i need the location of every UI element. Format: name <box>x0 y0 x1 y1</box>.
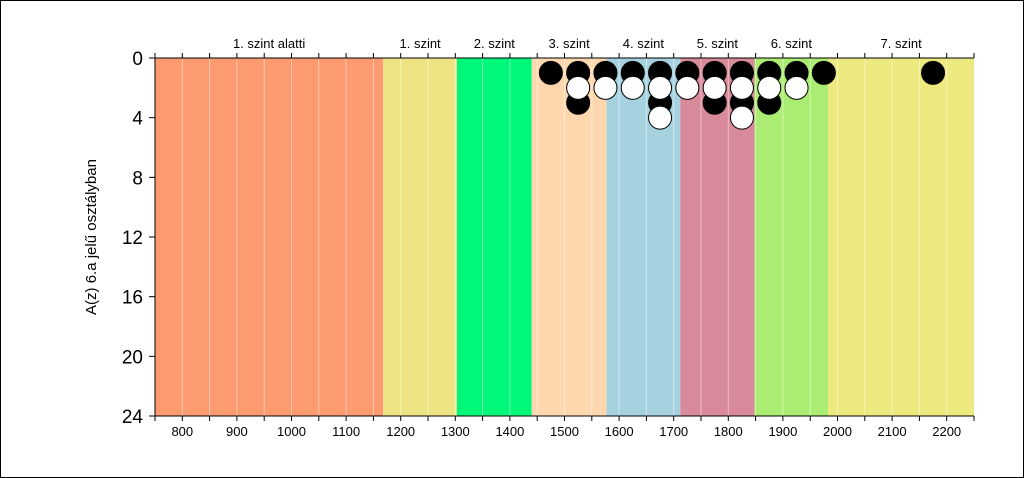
level-band <box>456 58 532 416</box>
y-tick-label: 8 <box>132 168 143 189</box>
data-point <box>729 75 754 100</box>
data-point <box>648 105 673 130</box>
data-point <box>702 75 727 100</box>
data-point <box>593 75 618 100</box>
x-tick-label: 1800 <box>714 424 743 439</box>
x-tick-label: 2000 <box>823 424 852 439</box>
level-label: 1. szint alatti <box>233 36 305 51</box>
x-tick-label: 1600 <box>605 424 634 439</box>
level-label: 5. szint <box>697 36 739 51</box>
labels: 800 900 1000 1100 1200 1300 1400 1500 1600 1700 18… <box>83 36 961 439</box>
y-tick-label: 12 <box>122 228 143 249</box>
level-bands <box>155 58 974 416</box>
x-tick-label: 1400 <box>495 424 524 439</box>
y-axis-label: A(z) 6.a jelű osztályban <box>83 159 100 315</box>
x-tick-label: 1300 <box>441 424 470 439</box>
data-point <box>811 60 836 85</box>
data-points <box>538 60 946 130</box>
level-label: 2. szint <box>474 36 516 51</box>
y-tick-label: 24 <box>122 407 144 428</box>
level-band <box>828 58 974 416</box>
x-tick-label: 1200 <box>386 424 415 439</box>
grid-lines <box>181 58 948 416</box>
data-point <box>784 75 809 100</box>
level-band <box>155 58 384 416</box>
data-point <box>675 75 700 100</box>
x-tick-label: 1500 <box>550 424 579 439</box>
x-tick-label: 1700 <box>659 424 688 439</box>
level-band <box>383 58 457 416</box>
x-tick-label: 2200 <box>932 424 961 439</box>
y-tick-label: 16 <box>122 288 143 309</box>
axes <box>149 53 975 421</box>
level-label: 7. szint <box>881 36 923 51</box>
x-tick-label: 800 <box>171 424 193 439</box>
level-label: 1. szint <box>399 36 441 51</box>
data-point <box>620 75 645 100</box>
x-tick-label: 900 <box>226 424 248 439</box>
data-point <box>921 60 946 85</box>
level-label: 4. szint <box>623 36 665 51</box>
level-band <box>754 58 829 416</box>
x-tick-label: 1000 <box>277 424 306 439</box>
data-point <box>757 75 782 100</box>
data-point <box>729 105 754 130</box>
level-label: 3. szint <box>549 36 591 51</box>
data-point <box>538 60 563 85</box>
data-point <box>566 75 591 100</box>
y-tick-label: 4 <box>132 109 143 130</box>
level-band <box>531 58 607 416</box>
y-tick-label: 20 <box>122 347 143 368</box>
data-point <box>648 75 673 100</box>
x-tick-label: 1900 <box>768 424 797 439</box>
level-label: 6. szint <box>771 36 813 51</box>
x-tick-label: 2100 <box>878 424 907 439</box>
x-tick-label: 1100 <box>332 424 360 439</box>
y-tick-label: 0 <box>132 49 143 70</box>
